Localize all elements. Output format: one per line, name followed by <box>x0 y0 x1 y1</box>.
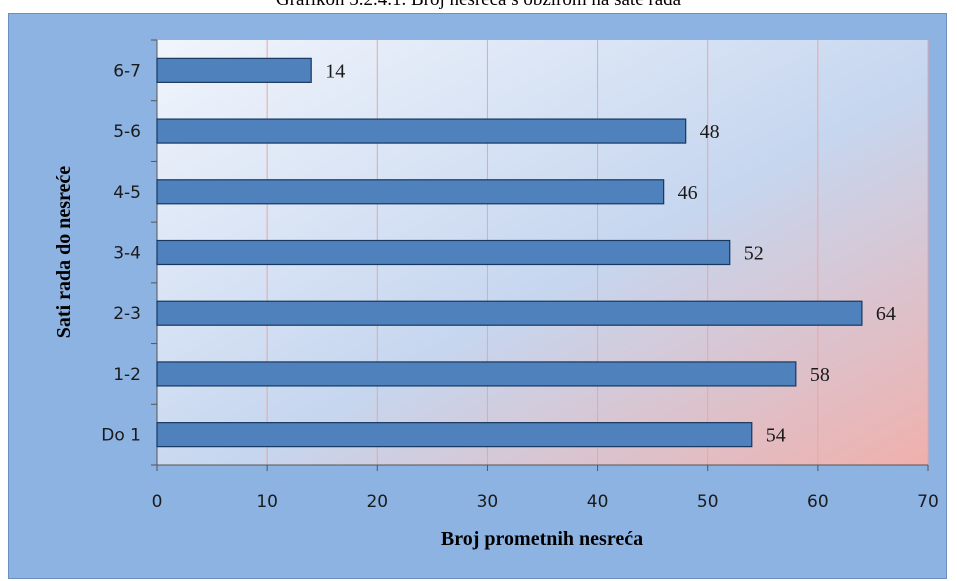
x-tick-label: 20 <box>366 492 388 512</box>
data-label: 48 <box>700 121 720 143</box>
y-tick-labels: Do 1 1-2 2-3 3-4 4-5 5-6 6-7 <box>101 61 141 445</box>
x-tick-label: 0 <box>152 492 163 512</box>
data-label: 64 <box>876 303 896 325</box>
x-tick-labels: 0 10 20 30 40 50 60 70 <box>152 492 939 512</box>
y-tick-label: 5-6 <box>113 122 141 142</box>
bar-6-7 <box>156 57 312 83</box>
data-labels: 54 58 64 52 46 48 14 <box>325 60 896 446</box>
data-label: 46 <box>678 182 698 204</box>
y-tick-label: Do 1 <box>101 426 141 446</box>
x-tick-label: 30 <box>477 492 499 512</box>
x-tick-label: 10 <box>256 492 278 512</box>
x-axis-label: Broj prometnih nesreća <box>441 528 643 550</box>
bar-2-3 <box>156 300 863 326</box>
data-label: 54 <box>766 425 786 447</box>
bars <box>156 57 863 448</box>
chart-title: Grafikon 5.2.4.1. Broj nesreća s obzirom… <box>0 0 957 13</box>
x-tick-label: 60 <box>807 492 829 512</box>
data-label: 14 <box>325 60 345 82</box>
bar-1-2 <box>156 361 797 387</box>
data-label: 58 <box>810 364 830 386</box>
bar-Do 1 <box>156 422 753 448</box>
y-axis-label: Sati rada do nesreće <box>53 166 75 339</box>
y-tick-label: 4-5 <box>113 183 141 203</box>
bar-4-5 <box>156 179 665 205</box>
x-tick-label: 70 <box>917 492 939 512</box>
bar-5-6 <box>156 118 687 144</box>
y-tick-label: 2-3 <box>113 304 141 324</box>
bar-3-4 <box>156 239 731 266</box>
y-tick-label: 6-7 <box>113 61 141 81</box>
y-tick-label: 1-2 <box>113 365 141 385</box>
data-label: 52 <box>744 243 764 265</box>
x-tick-label: 40 <box>587 492 609 512</box>
x-tick-label: 50 <box>697 492 719 512</box>
y-tick-label: 3-4 <box>113 244 141 264</box>
